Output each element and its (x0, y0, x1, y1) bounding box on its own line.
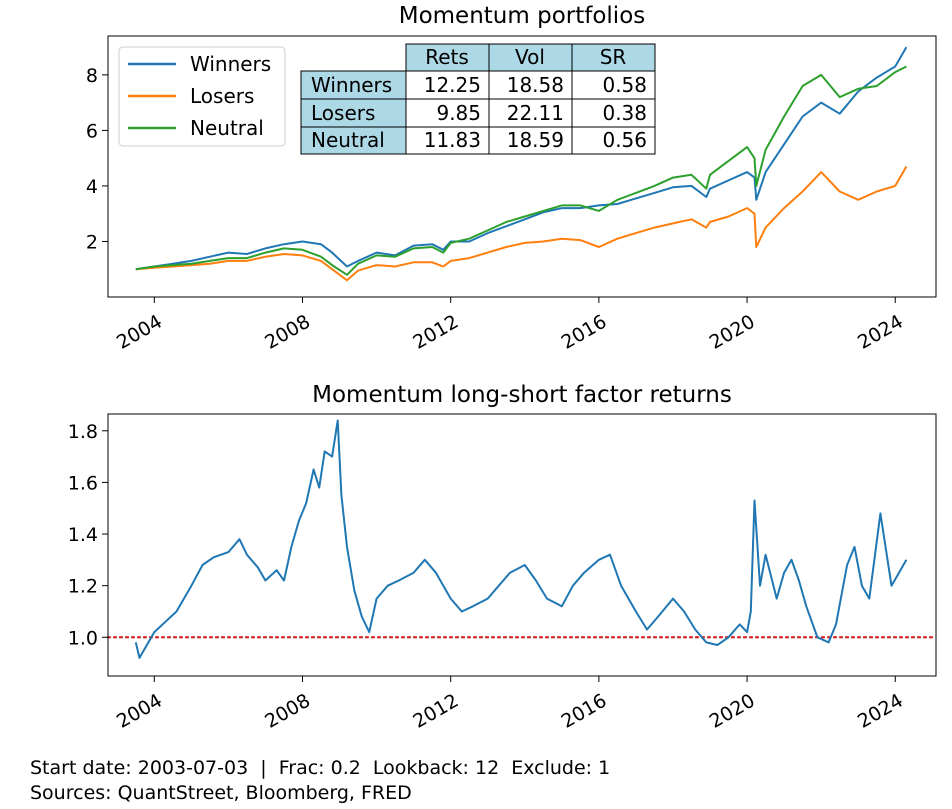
x-tick-label: 2024 (854, 690, 907, 733)
table-header-rets: Rets (425, 45, 469, 69)
table-header-cell-vol (488, 43, 573, 72)
top-series-line-losers (135, 166, 908, 282)
stats-table: Rets Vol SR Winners 12.25 18.58 0.58 Los… (300, 43, 656, 155)
table-cell: 18.58 (507, 73, 564, 97)
table-row-label-cell (300, 126, 407, 155)
top-series-line-neutral (135, 65, 907, 276)
table-cell: 9.85 (436, 101, 481, 125)
table-cell: 0.38 (602, 101, 647, 125)
x-tick-label: 2020 (706, 690, 759, 733)
bottom-chart-title: Momentum long-short factor returns (312, 382, 732, 408)
top-series-line-winners (135, 46, 908, 271)
x-tick-label: 2016 (558, 690, 611, 733)
table-cell: 12.25 (424, 73, 481, 97)
table-header-cell-rets (405, 43, 490, 72)
legend-box (118, 46, 286, 147)
table-cell: 18.59 (507, 128, 564, 152)
bottom-chart-axes: 2004 2008 2012 2016 2020 2024 1.0 1.2 1.4 1.6 1.8 (68, 421, 907, 733)
y-tick-label: 8 (86, 65, 98, 87)
legend-label-losers: Losers (190, 84, 254, 108)
bottom-chart: Momentum long-short factor returns 2004 2… (68, 382, 938, 733)
table-header-vol: Vol (515, 45, 545, 69)
table-header-sr: SR (600, 45, 627, 69)
bottom-chart-frame (107, 413, 937, 677)
y-tick-label: 6 (86, 120, 98, 142)
footer-sources: Sources: QuantStreet, Bloomberg, FRED (30, 782, 412, 804)
bottom-series-line-series-0 (134, 419, 908, 659)
x-tick-label: 2016 (558, 311, 611, 354)
table-row (405, 98, 656, 128)
table-row-label-losers: Losers (311, 101, 375, 125)
table-row-label-winners: Winners (311, 73, 392, 97)
footer-params: Start date: 2003-07-03 | Frac: 0.2 Lookb… (30, 757, 611, 779)
table-header-cell-sr (571, 43, 656, 72)
table-cell: 0.56 (602, 128, 647, 152)
y-tick-label: 2 (86, 231, 98, 253)
x-tick-label: 2012 (409, 690, 462, 733)
x-tick-label: 2008 (261, 311, 314, 354)
table-row (405, 126, 656, 155)
x-tick-label: 2008 (261, 690, 314, 733)
y-tick-label: 4 (86, 176, 98, 198)
y-tick-label: 1.2 (68, 576, 98, 598)
top-chart-title: Momentum portfolios (399, 3, 646, 29)
table-cell: 0.58 (602, 73, 647, 97)
bottom-chart-series-group (106, 419, 938, 659)
x-tick-label: 2024 (854, 311, 907, 354)
legend: Winners Losers Neutral (118, 46, 286, 147)
top-chart: Momentum portfolios 2004 2008 2012 2016 2020… (86, 3, 937, 354)
x-tick-label: 2004 (113, 690, 166, 733)
x-tick-label: 2012 (409, 311, 462, 354)
table-row-label-neutral: Neutral (311, 128, 385, 152)
legend-label-neutral: Neutral (190, 116, 264, 140)
y-tick-label: 1.4 (68, 524, 98, 546)
legend-label-winners: Winners (190, 52, 271, 76)
y-tick-label: 1.0 (68, 627, 98, 649)
top-chart-frame (107, 35, 937, 298)
table-cell: 22.11 (507, 101, 564, 125)
x-tick-label: 2004 (113, 311, 166, 354)
table-row-label-cell (300, 70, 407, 100)
figure: Momentum portfolios 2004 2008 2012 2016 2020… (68, 3, 938, 733)
y-tick-label: 1.8 (68, 421, 98, 443)
top-chart-series-group (135, 46, 908, 282)
x-tick-label: 2020 (706, 311, 759, 354)
y-tick-label: 1.6 (68, 472, 98, 494)
table-cell: 11.83 (424, 128, 481, 152)
table-row (405, 70, 656, 100)
